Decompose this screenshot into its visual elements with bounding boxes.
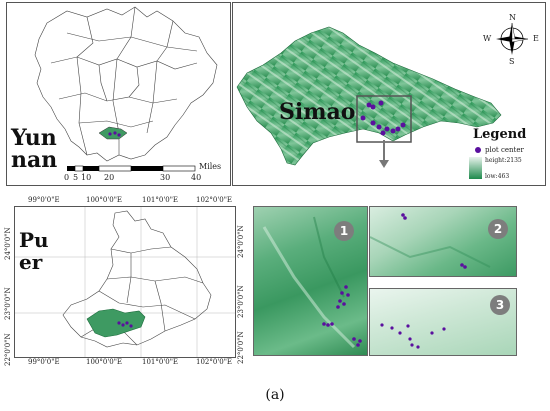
scale-tick-30: 30	[160, 173, 171, 182]
detail-badge-3: 3	[490, 295, 510, 315]
puer-map-frame: Pu er	[14, 206, 236, 358]
compass-w: W	[483, 34, 492, 43]
legend-low-label: low:463	[485, 173, 510, 180]
detail-badge-1: 1	[334, 221, 354, 241]
figure-caption: (a)	[265, 387, 285, 403]
lon-bottom-1: 99°0'0"E	[28, 358, 60, 366]
scale-bar	[67, 165, 196, 172]
lat-right-2: 23°0'0"N	[237, 285, 245, 318]
lon-top-4: 102°0'0"E	[196, 196, 233, 204]
lon-top-1: 99°0'0"E	[28, 196, 60, 204]
yunnan-label: Yun nan	[11, 125, 58, 173]
lat-left-1: 24°0'0"N	[4, 227, 12, 260]
scale-tick-10: 10	[81, 173, 92, 182]
yunnan-prefecture-boundaries	[34, 6, 218, 162]
detail-badge-2: 2	[488, 219, 508, 239]
legend-high-label: height:2135	[485, 157, 522, 164]
lon-bottom-2: 100°0'0"E	[86, 358, 123, 366]
simao-dem-panel: Simao N S W E Legend plot center height:…	[232, 2, 546, 186]
scale-tick-40: 40	[191, 173, 202, 182]
zoom-arrow	[379, 140, 389, 168]
yunnan-map-panel: Yun nan 0 5 10 20 30 40 Miles	[6, 2, 231, 186]
detail-panel-2: 2	[369, 206, 517, 277]
lat-right-3: 22°0'0"N	[237, 331, 245, 364]
compass-e: E	[533, 34, 539, 43]
lat-left-3: 22°0'0"N	[4, 333, 12, 366]
scale-tick-0: 0	[64, 173, 70, 182]
simao-label: Simao	[279, 99, 356, 125]
detail-panel-3: 3	[369, 288, 517, 356]
simao-highlight	[98, 126, 128, 140]
scale-tick-5: 5	[73, 173, 79, 182]
legend-point-icon	[475, 147, 481, 153]
detail-3-points	[380, 323, 446, 349]
scale-unit: Miles	[199, 162, 222, 171]
lon-bottom-3: 101°0'0"E	[142, 358, 179, 366]
puer-map-panel: 99°0'0"E 100°0'0"E 101°0'0"E 102°0'0"E 9…	[0, 196, 248, 368]
detail-2-points	[370, 213, 491, 269]
lon-top-3: 101°0'0"E	[142, 196, 179, 204]
legend-color-ramp	[469, 157, 482, 179]
detail-panel-1: 1	[253, 206, 368, 356]
compass-rose-icon	[496, 22, 529, 55]
lon-bottom-4: 102°0'0"E	[196, 358, 233, 366]
simao-district	[86, 308, 146, 338]
lat-left-2: 23°0'0"N	[4, 287, 12, 320]
compass-s: S	[509, 57, 515, 66]
simao-dem-map	[236, 26, 502, 166]
legend-point-label: plot center	[485, 146, 524, 154]
scale-tick-20: 20	[104, 173, 115, 182]
detail-1-points	[262, 216, 362, 349]
compass-n: N	[509, 13, 516, 22]
puer-boundaries	[15, 207, 235, 357]
puer-label: Pu er	[19, 228, 49, 274]
legend-title: Legend	[473, 127, 527, 142]
lat-right-1: 24°0'0"N	[237, 225, 245, 258]
lon-top-2: 100°0'0"E	[86, 196, 123, 204]
